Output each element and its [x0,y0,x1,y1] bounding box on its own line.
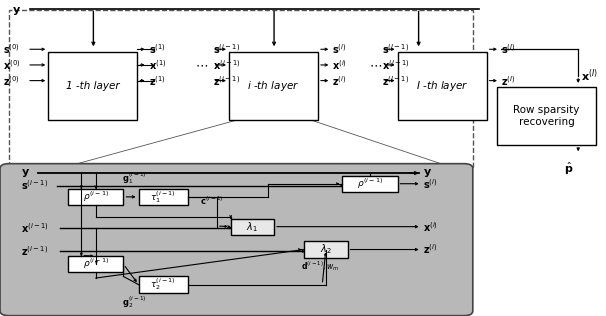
Text: $\mathbf{z}^{(I-1)}$: $\mathbf{z}^{(I-1)}$ [382,74,410,88]
FancyBboxPatch shape [48,52,138,120]
Text: $\mathbf{y}$: $\mathbf{y}$ [21,167,30,179]
Text: $\cdots$: $\cdots$ [368,58,382,71]
Text: $i$ -th layer: $i$ -th layer [247,79,300,93]
Text: $\rho^{(i-1)}$: $\rho^{(i-1)}$ [83,190,109,204]
Text: $\mathbf{g}_1^{(i-1)}$: $\mathbf{g}_1^{(i-1)}$ [122,171,147,186]
Text: $\mathbf{d}^{(i-1)}, w_m$: $\mathbf{d}^{(i-1)}, w_m$ [301,259,339,273]
FancyBboxPatch shape [68,256,124,272]
FancyBboxPatch shape [139,189,188,205]
Text: $\lambda_2$: $\lambda_2$ [320,243,331,256]
Text: $\mathbf{s}^{(i-1)}$: $\mathbf{s}^{(i-1)}$ [21,179,48,192]
Text: $\mathbf{s}^{(I-1)}$: $\mathbf{s}^{(I-1)}$ [382,42,410,56]
Text: Row sparsity
recovering: Row sparsity recovering [513,105,580,127]
Text: $\mathbf{x}^{(1)}$: $\mathbf{x}^{(1)}$ [149,58,166,72]
Text: $\mathbf{z}^{(i)}$: $\mathbf{z}^{(i)}$ [333,74,347,88]
Text: $\lambda_1$: $\lambda_1$ [247,220,258,234]
FancyBboxPatch shape [304,241,347,258]
FancyBboxPatch shape [0,164,473,316]
FancyBboxPatch shape [68,189,124,205]
Text: $\mathbf{z}^{(1)}$: $\mathbf{z}^{(1)}$ [149,74,165,88]
FancyBboxPatch shape [342,176,398,192]
Text: $\mathbf{g}_2^{(i-1)}$: $\mathbf{g}_2^{(i-1)}$ [122,294,147,310]
Text: $\mathbf{z}^{(0)}$: $\mathbf{z}^{(0)}$ [3,74,20,88]
FancyBboxPatch shape [497,87,596,145]
Text: $\rho^{(i-1)}$: $\rho^{(i-1)}$ [83,257,109,271]
Text: $\cdots$: $\cdots$ [195,58,208,71]
Text: $\mathbf{s}^{(i)}$: $\mathbf{s}^{(i)}$ [333,42,347,56]
Text: $\mathbf{s}^{(0)}$: $\mathbf{s}^{(0)}$ [3,42,20,56]
Text: $\mathbf{z}^{(I)}$: $\mathbf{z}^{(I)}$ [501,74,516,88]
Text: $\mathbf{x}^{(I)}$: $\mathbf{x}^{(I)}$ [581,68,598,84]
Text: $\mathbf{s}^{(i)}$: $\mathbf{s}^{(i)}$ [423,177,438,191]
Text: $\mathbf{x}^{(0)}$: $\mathbf{x}^{(0)}$ [3,58,21,72]
FancyBboxPatch shape [229,52,318,120]
Text: $\tau_2^{(i-1)}$: $\tau_2^{(i-1)}$ [150,277,176,292]
Text: $\mathbf{z}^{(i-1)}$: $\mathbf{z}^{(i-1)}$ [213,74,240,88]
Text: $\mathbf{y}$: $\mathbf{y}$ [12,5,21,17]
Text: $\mathbf{s}^{(I)}$: $\mathbf{s}^{(I)}$ [501,42,516,56]
Text: $\mathbf{s}^{(1)}$: $\mathbf{s}^{(1)}$ [149,42,165,56]
Text: $\mathbf{x}^{(i-1)}$: $\mathbf{x}^{(i-1)}$ [21,221,49,235]
Text: $\mathbf{z}^{(i)}$: $\mathbf{z}^{(i)}$ [423,243,437,256]
Text: $\tau_1^{(i-1)}$: $\tau_1^{(i-1)}$ [150,189,176,205]
Text: 1 -th layer: 1 -th layer [66,81,119,91]
Text: $\mathbf{c}^{(i-1)}$: $\mathbf{c}^{(i-1)}$ [200,194,224,207]
Text: $\mathbf{y}$: $\mathbf{y}$ [423,167,432,179]
Text: $\mathbf{x}^{(I-1)}$: $\mathbf{x}^{(I-1)}$ [382,58,410,72]
Text: $I$ -th layer: $I$ -th layer [416,79,468,93]
Text: $\mathbf{x}^{(i)}$: $\mathbf{x}^{(i)}$ [423,220,438,234]
Text: $\rho^{(i-1)}$: $\rho^{(i-1)}$ [357,177,383,191]
FancyBboxPatch shape [398,52,487,120]
Text: $\mathbf{z}^{(i-1)}$: $\mathbf{z}^{(i-1)}$ [21,245,48,258]
Text: $\hat{\mathbf{p}}$: $\hat{\mathbf{p}}$ [564,161,574,177]
Text: $\mathbf{s}^{(i-1)}$: $\mathbf{s}^{(i-1)}$ [213,42,240,56]
FancyBboxPatch shape [139,276,188,293]
Text: $\mathbf{x}^{(i-1)}$: $\mathbf{x}^{(i-1)}$ [213,58,241,72]
FancyBboxPatch shape [231,218,274,235]
Text: $\mathbf{x}^{(i)}$: $\mathbf{x}^{(i)}$ [333,58,347,72]
